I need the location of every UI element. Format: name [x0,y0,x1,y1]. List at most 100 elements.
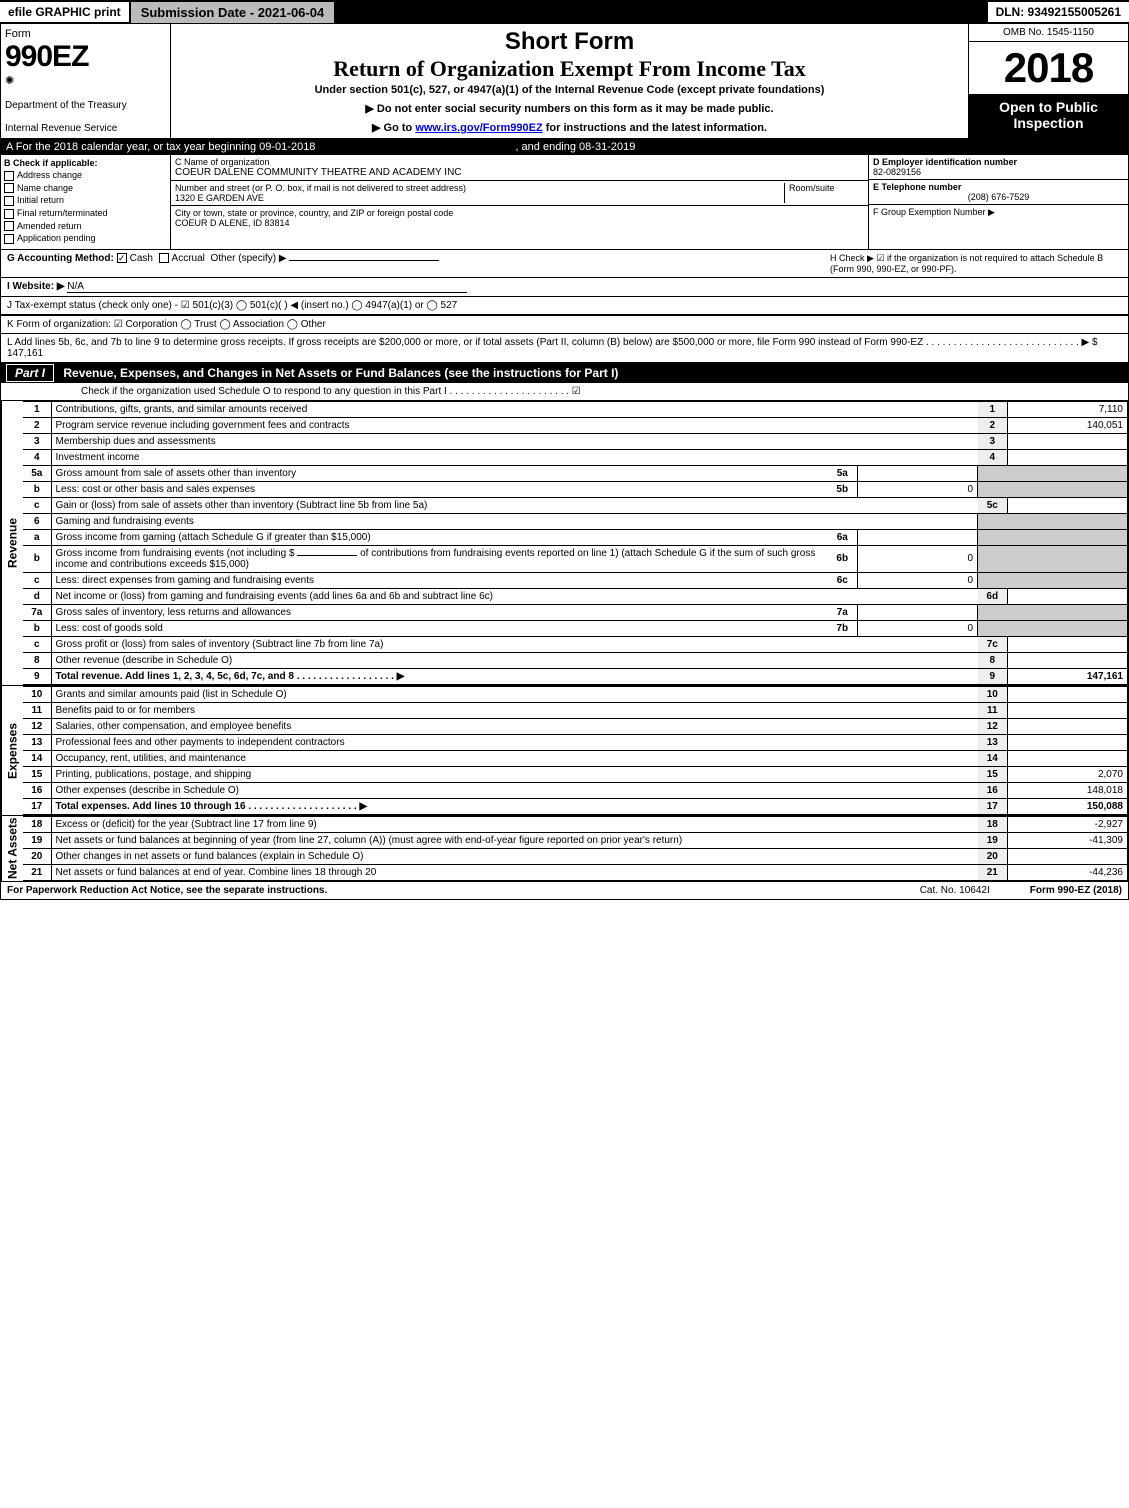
dln-label: DLN: 93492155005261 [988,2,1129,22]
block-def: D Employer identification number 82-0829… [868,155,1128,249]
accrual-check-icon[interactable] [159,253,169,263]
goto-link[interactable]: www.irs.gov/Form990EZ [415,122,542,134]
irs-seal-icon: ✺ [5,74,166,87]
l2-desc: Program service revenue including govern… [56,420,350,431]
line-8: 8Other revenue (describe in Schedule O)8 [23,652,1128,668]
department-label: Department of the Treasury [5,100,166,111]
l5c-desc: Gain or (loss) from sale of assets other… [56,500,428,511]
l6c-desc: Less: direct expenses from gaming and fu… [56,575,314,586]
line-15: 15Printing, publications, postage, and s… [23,766,1128,782]
l17-val: 150,088 [1008,798,1128,814]
open-inspection: Open to Public Inspection [969,95,1128,138]
line-5b: bLess: cost or other basis and sales exp… [23,481,1128,497]
no-ssn-notice: ▶ Do not enter social security numbers o… [179,102,960,115]
accrual-label: Accrual [172,253,205,264]
block-b-heading: B Check if applicable: [4,158,98,168]
l11-desc: Benefits paid to or for members [56,705,196,716]
l5b-val: 0 [858,481,978,497]
l7c-desc: Gross profit or (loss) from sales of inv… [56,639,384,650]
submission-date: Submission Date - 2021-06-04 [131,2,335,23]
l1-val: 7,110 [1008,401,1128,417]
part1-label: Part I [6,364,54,382]
line-3: 3Membership dues and assessments3 [23,433,1128,449]
website-value: N/A [67,281,467,293]
form-number: 990EZ [5,40,166,74]
l6c-val: 0 [858,572,978,588]
short-form-title: Short Form [179,28,960,56]
l16-desc: Other expenses (describe in Schedule O) [56,785,239,796]
ein-cell: D Employer identification number 82-0829… [869,155,1128,180]
line-12: 12Salaries, other compensation, and empl… [23,718,1128,734]
line-21: 21Net assets or fund balances at end of … [23,864,1128,880]
h-schedule-b: H Check ▶ ☑ if the organization is not r… [822,253,1122,274]
tel-cell: E Telephone number (208) 676-7529 [869,180,1128,205]
netassets-section: Net Assets 18Excess or (deficit) for the… [0,816,1129,882]
l6-desc: Gaming and fundraising events [56,516,194,527]
line-5a: 5aGross amount from sale of assets other… [23,465,1128,481]
l7b-desc: Less: cost of goods sold [56,623,163,634]
line-19: 19Net assets or fund balances at beginni… [23,832,1128,848]
block-c: C Name of organization COEUR DALENE COMM… [171,155,868,249]
tax-year: 2018 [969,42,1128,95]
line-14: 14Occupancy, rent, utilities, and mainte… [23,750,1128,766]
top-bar: efile GRAPHIC print Submission Date - 20… [0,0,1129,24]
group-exemption-label: F Group Exemption Number ▶ [873,207,995,217]
goto-pre: ▶ Go to [372,122,415,134]
line-7c: cGross profit or (loss) from sales of in… [23,636,1128,652]
row-a-period: A For the 2018 calendar year, or tax yea… [0,139,1129,155]
l19-desc: Net assets or fund balances at beginning… [56,835,683,846]
addr-label: Number and street (or P. O. box, if mail… [175,183,466,193]
chk-final-return[interactable]: Final return/terminated [4,208,167,219]
line-6c: cLess: direct expenses from gaming and f… [23,572,1128,588]
other-input[interactable] [289,260,439,261]
l6b-amount-input[interactable] [297,555,357,556]
row-g-h: G Accounting Method: ✓Cash Accrual Other… [0,250,1129,278]
goto-line: ▶ Go to www.irs.gov/Form990EZ for instru… [179,121,960,134]
cat-number: Cat. No. 10642I [920,885,990,896]
header-left: Form 990EZ ✺ Department of the Treasury … [1,24,171,138]
l7b-val: 0 [858,620,978,636]
chk-initial-return[interactable]: Initial return [4,195,167,206]
efile-label: efile GRAPHIC print [0,2,129,22]
chk-address-change[interactable]: Address change [4,170,167,181]
org-city-row: City or town, state or province, country… [171,206,868,230]
l9-val: 147,161 [1008,668,1128,684]
chk-name-change[interactable]: Name change [4,183,167,194]
other-label: Other (specify) ▶ [210,253,286,264]
tel-value: (208) 676-7529 [873,192,1124,202]
line-17: 17Total expenses. Add lines 10 through 1… [23,798,1128,814]
org-addr-row: Number and street (or P. O. box, if mail… [171,181,868,206]
accounting-method: G Accounting Method: ✓Cash Accrual Other… [7,253,439,274]
l18-desc: Excess or (deficit) for the year (Subtra… [56,819,317,830]
row-k: K Form of organization: ☑ Corporation ◯ … [0,315,1129,334]
form-title: Return of Organization Exempt From Incom… [179,56,960,82]
l3-desc: Membership dues and assessments [56,436,216,447]
l5a-desc: Gross amount from sale of assets other t… [56,468,297,479]
l19-val: -41,309 [1008,832,1128,848]
cash-check-icon[interactable]: ✓ [117,253,127,263]
l21-desc: Net assets or fund balances at end of ye… [56,867,377,878]
row-i: I Website: ▶ N/A [0,278,1129,297]
l14-desc: Occupancy, rent, utilities, and maintena… [56,753,246,764]
chk-application-pending[interactable]: Application pending [4,233,167,244]
line-7b: bLess: cost of goods sold7b0 [23,620,1128,636]
city-label: City or town, state or province, country… [175,208,453,218]
l5b-desc: Less: cost or other basis and sales expe… [56,484,256,495]
l1-desc: Contributions, gifts, grants, and simila… [56,404,308,415]
ein-value: 82-0829156 [873,167,921,177]
irs-label: Internal Revenue Service [5,123,166,134]
chk-amended-return[interactable]: Amended return [4,221,167,232]
expenses-side-label: Expenses [1,686,23,815]
l6a-desc: Gross income from gaming (attach Schedul… [56,532,371,543]
revenue-table: 1Contributions, gifts, grants, and simil… [23,401,1128,685]
omb-number: OMB No. 1545-1150 [969,24,1128,42]
cash-label: Cash [130,253,153,264]
line-1: 1Contributions, gifts, grants, and simil… [23,401,1128,417]
expenses-table: 10Grants and similar amounts paid (list … [23,686,1128,815]
line-9: 9Total revenue. Add lines 1, 2, 3, 4, 5c… [23,668,1128,684]
line-2: 2Program service revenue including gover… [23,417,1128,433]
revenue-side-label: Revenue [1,401,23,685]
pra-notice: For Paperwork Reduction Act Notice, see … [7,885,327,896]
page-footer: For Paperwork Reduction Act Notice, see … [0,882,1129,900]
row-l: L Add lines 5b, 6c, and 7b to line 9 to … [0,334,1129,363]
